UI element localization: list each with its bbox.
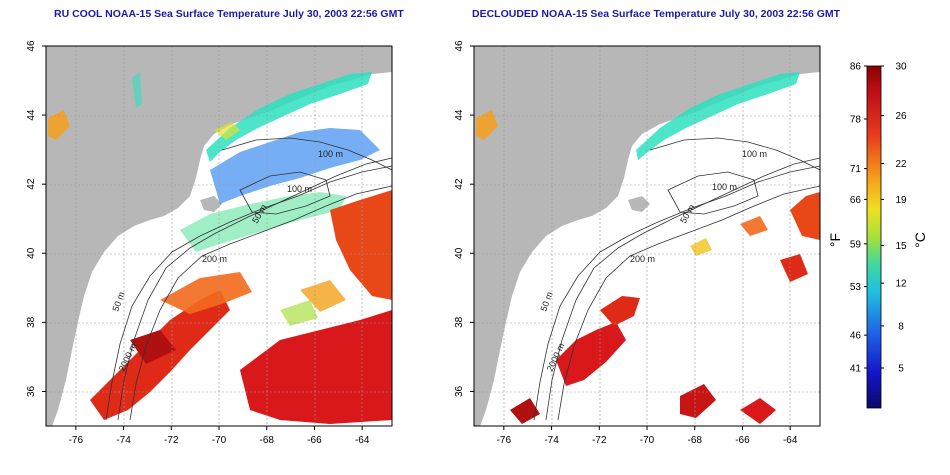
colorbar-c-tick: 5: [898, 363, 904, 374]
lat-lon-grid: [46, 46, 392, 426]
bathymetry-contours: [533, 137, 820, 421]
lon-tick-label: -64: [783, 435, 798, 446]
lat-tick-label: 40: [26, 247, 37, 259]
lon-tick-label: -70: [212, 435, 227, 446]
lon-tick-label: -68: [259, 435, 274, 446]
colorbar-c-tick: 19: [895, 195, 907, 206]
lat-tick-label: 46: [26, 40, 37, 52]
right-sst-map: 100 m 100 m 50 m 200 m 50 m 2000 m: [474, 46, 820, 426]
colorbar-f-tick: 86: [850, 62, 862, 73]
colorbar-c-tick: 26: [895, 111, 907, 122]
lat-tick-label: 40: [454, 247, 465, 259]
colorbar-f-tick: 41: [850, 363, 862, 374]
lon-tick-label: -72: [592, 435, 607, 446]
colorbar-f-tick: 53: [850, 282, 862, 293]
lon-tick-label: -70: [640, 435, 655, 446]
lon-tick-label: -66: [307, 435, 322, 446]
colorbar-ticks: 86 78 71 66 59 53 46 41 30 26 22 19 15 12 8 5: [850, 62, 907, 375]
lon-tick-label: -74: [116, 435, 131, 446]
lon-tick-label: -74: [544, 435, 559, 446]
lat-tick-label: 44: [454, 109, 465, 121]
lon-tick-label: -72: [164, 435, 179, 446]
colorbar-f-tick: 78: [850, 115, 862, 126]
lon-tick-label: -76: [497, 435, 512, 446]
colorbar-gradient: [866, 65, 882, 409]
lon-tick-label: -66: [735, 435, 750, 446]
lon-tick-label: -64: [355, 435, 370, 446]
bathymetry-contours: [105, 137, 392, 421]
lat-tick-label: 38: [454, 316, 465, 328]
contour-label: 100 m: [318, 149, 343, 159]
lat-tick-label: 42: [454, 178, 465, 190]
left-sst-map: 100 m 100 m 50 m 200 m 50 m 2000 m: [46, 46, 392, 426]
lat-tick-label: 44: [26, 109, 37, 121]
warm-water-patches: [90, 190, 392, 424]
land-mainland: [474, 46, 820, 426]
colorbar-f-tick: 71: [850, 164, 862, 175]
right-map-title: DECLOUDED NOAA-15 Sea Surface Temperatur…: [472, 8, 841, 20]
colorbar-c-tick: 22: [895, 159, 907, 170]
contour-label: 100 m: [742, 149, 767, 159]
lat-tick-label: 38: [26, 316, 37, 328]
left-map-title: RU COOL NOAA-15 Sea Surface Temperature …: [54, 8, 404, 20]
contour-label: 100 m: [287, 184, 312, 194]
lat-tick-label: 36: [454, 385, 465, 397]
colorbar-c-tick: 30: [895, 62, 907, 73]
cool-water-band: [476, 72, 800, 256]
colorbar-f-tick: 59: [850, 239, 862, 250]
lon-tick-label: -68: [687, 435, 702, 446]
land-cape-cod: [628, 196, 650, 212]
warm-water-patches: [510, 192, 820, 424]
land-nova-scotia: [728, 46, 820, 96]
colorbar-c-tick: 15: [895, 241, 907, 252]
lat-lon-grid: [474, 46, 820, 426]
lat-tick-label: 46: [454, 40, 465, 52]
lat-tick-label: 36: [26, 385, 37, 397]
lat-tick-label: 42: [26, 178, 37, 190]
land-mainland: [46, 46, 392, 426]
colorbar-f-tick: 66: [850, 195, 862, 206]
lon-tick-label: -76: [69, 435, 84, 446]
fahrenheit-label: °F: [827, 233, 843, 247]
colorbar-c-tick: 8: [898, 321, 904, 332]
contour-label: 200 m: [630, 254, 655, 264]
land-cape-cod: [200, 196, 222, 212]
colorbar-c-tick: 12: [895, 279, 907, 290]
colorbar: 86 78 71 66 59 53 46 41 30 26 22 19 15 12 8 5 °F °C: [827, 62, 928, 409]
celsius-label: °C: [912, 232, 928, 248]
contour-label: 200 m: [202, 254, 227, 264]
axis-labels: -76 -74 -72 -70 -68 -66 -64 36 38 40 42 44 46 -76 -74 -…: [26, 40, 798, 446]
colorbar-f-tick: 46: [850, 331, 862, 342]
contour-label: 100 m: [712, 182, 737, 192]
